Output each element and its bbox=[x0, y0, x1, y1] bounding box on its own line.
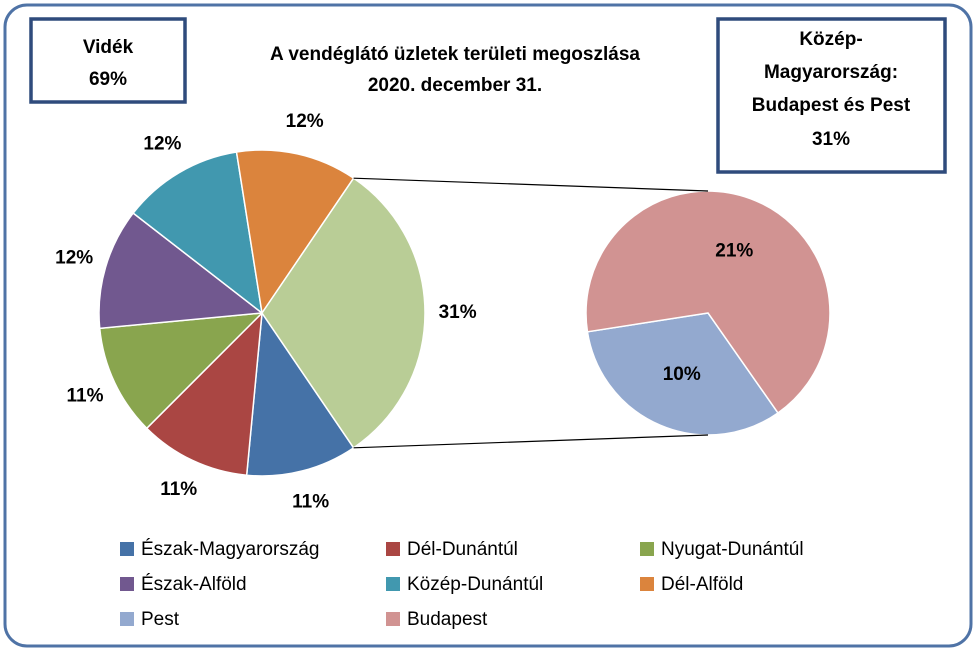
annotation: 69% bbox=[89, 69, 127, 90]
legend-swatch bbox=[120, 577, 134, 591]
annotation: Közép- bbox=[799, 29, 862, 50]
annotation-box bbox=[29, 17, 187, 104]
legend-label: Budapest bbox=[407, 609, 488, 630]
legend-label: Nyugat-Dunántúl bbox=[661, 539, 804, 560]
data-label: 31% bbox=[439, 302, 477, 323]
pie-slice bbox=[586, 312, 780, 436]
pie-slice bbox=[261, 177, 426, 449]
pie-slice bbox=[98, 212, 264, 330]
legend-swatch bbox=[386, 542, 400, 556]
annotation: 31% bbox=[812, 129, 850, 150]
pie-slice bbox=[235, 149, 355, 315]
chart-subtitle: 2020. december 31. bbox=[368, 75, 542, 96]
legend-label: Dél-Dunántúl bbox=[407, 539, 518, 560]
data-label: 11% bbox=[160, 479, 197, 500]
legend-swatch bbox=[386, 612, 400, 626]
annotation-box bbox=[716, 17, 947, 174]
data-label: 12% bbox=[55, 247, 93, 268]
legend-label: Észak-Alföld bbox=[141, 574, 247, 595]
legend-swatch bbox=[120, 542, 134, 556]
data-label: 12% bbox=[143, 134, 181, 155]
annotation: Budapest és Pest bbox=[752, 95, 911, 116]
annotation: Magyarország: bbox=[764, 62, 898, 83]
pie-slice bbox=[132, 151, 264, 315]
pie-slice bbox=[145, 310, 263, 477]
data-label: 21% bbox=[715, 240, 753, 261]
connector-line bbox=[353, 177, 709, 192]
legend-label: Pest bbox=[141, 609, 180, 630]
legend-swatch bbox=[640, 577, 654, 591]
legend-swatch bbox=[120, 612, 134, 626]
data-label: 11% bbox=[67, 385, 104, 406]
connector-line bbox=[353, 434, 709, 449]
legend-label: Közép-Dunántúl bbox=[407, 574, 543, 595]
legend-label: Dél-Alföld bbox=[661, 574, 743, 595]
data-label: 12% bbox=[286, 111, 324, 132]
pie-slice bbox=[245, 310, 355, 477]
legend-swatch bbox=[386, 577, 400, 591]
data-label: 11% bbox=[292, 491, 329, 512]
annotation: Vidék bbox=[83, 37, 134, 58]
data-label: 10% bbox=[663, 364, 701, 385]
pie-slice bbox=[585, 190, 831, 414]
legend-label: Észak-Magyarország bbox=[141, 539, 319, 560]
legend-swatch bbox=[640, 542, 654, 556]
pie-slice bbox=[98, 312, 265, 430]
chart-title: A vendéglátó üzletek területi megoszlása bbox=[270, 44, 640, 65]
